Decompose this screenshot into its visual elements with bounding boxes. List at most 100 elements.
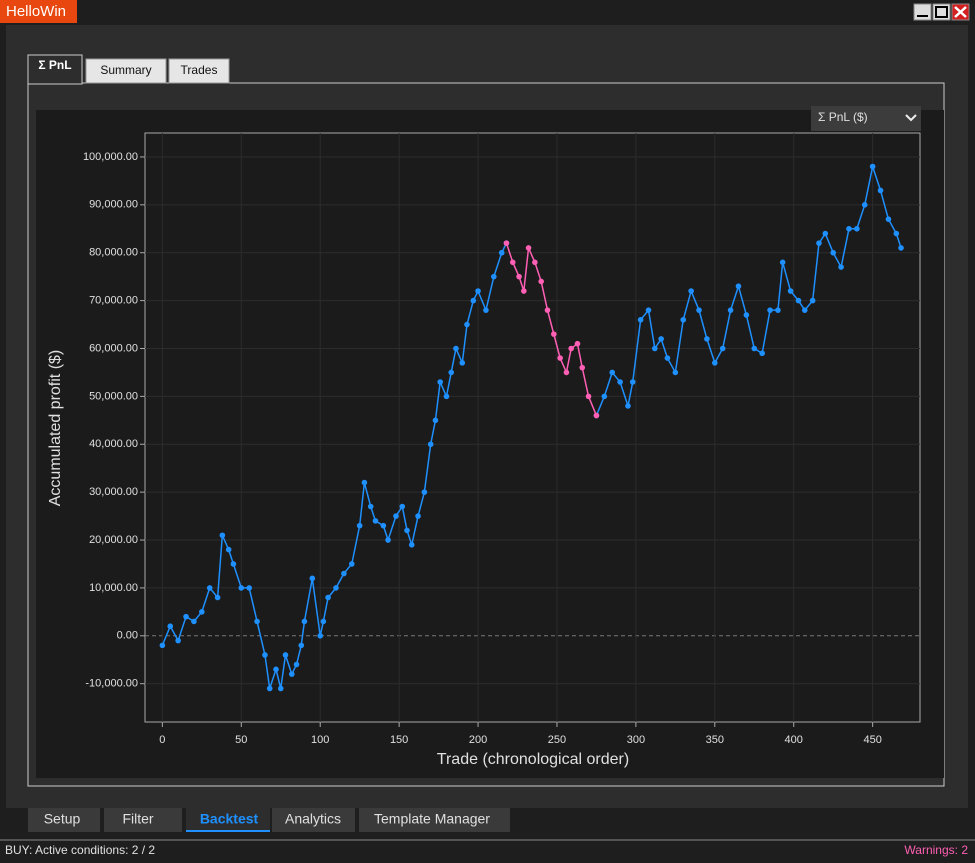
y-axis-title: Accumulated profit ($): [47, 350, 64, 507]
data-point: [563, 369, 570, 376]
tab-label[interactable]: Σ PnL: [38, 58, 71, 72]
data-point: [712, 360, 718, 366]
data-point: [846, 225, 852, 232]
data-point: [183, 613, 189, 620]
tab[interactable]: [85, 58, 167, 84]
data-point: [380, 522, 387, 529]
data-point: [214, 594, 221, 601]
data-point: [609, 369, 616, 376]
y-tick-label: 100,000.00: [83, 151, 138, 163]
data-point: [743, 312, 750, 318]
data-point: [830, 249, 836, 256]
tab-label[interactable]: Trades: [181, 63, 218, 77]
tab-label[interactable]: Summary: [100, 63, 151, 77]
status-left: BUY: Active conditions: 2 / 2: [5, 843, 155, 857]
bottom-tab[interactable]: [28, 808, 100, 832]
x-tick-label: 150: [390, 734, 408, 746]
y-tick-label: 10,000.00: [89, 582, 138, 594]
data-point: [225, 546, 232, 553]
data-point: [167, 623, 174, 630]
data-point: [503, 240, 510, 246]
x-tick-label: 400: [785, 734, 803, 746]
data-point: [593, 412, 600, 419]
data-point: [317, 633, 324, 639]
tab-active[interactable]: [27, 54, 83, 85]
dropdown-label[interactable]: Σ PnL ($): [818, 110, 868, 124]
data-point: [219, 532, 226, 539]
data-point: [273, 666, 279, 673]
bottom-tab[interactable]: [359, 808, 510, 832]
y-tick-label: 90,000.00: [89, 199, 138, 211]
data-point: [282, 652, 289, 658]
data-point: [356, 522, 363, 529]
data-point: [759, 350, 765, 357]
data-point: [779, 259, 786, 266]
data-point: [885, 216, 892, 222]
y-tick-label: 80,000.00: [89, 247, 138, 259]
data-point: [727, 307, 734, 313]
data-point: [277, 685, 284, 692]
data-point: [288, 671, 295, 677]
data-point: [498, 249, 505, 256]
title-box: [0, 0, 77, 23]
data-point: [658, 336, 664, 342]
x-tick-label: 50: [235, 734, 247, 746]
minimize-button[interactable]: [913, 3, 932, 21]
data-point: [629, 379, 636, 385]
bottom-tab-label[interactable]: Backtest: [200, 811, 259, 827]
data-point: [491, 273, 497, 280]
data-point: [266, 685, 273, 692]
y-tick-label: -10,000.00: [85, 678, 138, 690]
x-tick-label: 0: [159, 734, 165, 746]
bottom-tab[interactable]: [104, 808, 182, 832]
bottom-tab-label[interactable]: Setup: [44, 811, 81, 827]
window-title: HelloWin: [6, 3, 66, 20]
y-tick-label: 70,000.00: [89, 295, 138, 307]
data-point: [404, 527, 410, 534]
data-point: [367, 503, 374, 510]
data-point: [509, 259, 516, 266]
data-point: [557, 355, 563, 361]
data-point: [696, 307, 702, 313]
data-point: [637, 316, 644, 323]
bottom-tab-label[interactable]: Filter: [122, 811, 153, 827]
data-point: [199, 609, 205, 615]
data-point: [372, 518, 379, 524]
data-point: [574, 340, 581, 347]
data-point: [822, 230, 829, 237]
data-point: [254, 618, 260, 625]
data-point: [787, 288, 794, 294]
data-point: [399, 503, 406, 510]
data-point: [516, 273, 522, 280]
bottom-tab-label[interactable]: Template Manager: [374, 811, 490, 827]
y-tick-label: 20,000.00: [89, 534, 138, 546]
maximize-icon: [935, 6, 948, 18]
data-point: [525, 245, 532, 251]
data-point: [617, 379, 623, 385]
data-point: [408, 542, 415, 548]
data-point: [262, 652, 268, 658]
x-tick-label: 300: [627, 734, 645, 746]
bottom-tab-label[interactable]: Analytics: [285, 811, 341, 827]
data-point: [230, 561, 237, 567]
tab[interactable]: [168, 58, 230, 84]
data-point: [320, 618, 327, 625]
dropdown[interactable]: [811, 106, 921, 131]
bottom-tab[interactable]: [272, 808, 355, 832]
data-point: [551, 331, 557, 337]
data-point: [483, 307, 489, 313]
bottom-tab-active[interactable]: [186, 808, 270, 832]
data-point: [538, 278, 544, 285]
data-point: [775, 307, 781, 313]
data-point: [246, 585, 252, 591]
data-point: [341, 570, 347, 577]
data-point: [877, 187, 884, 194]
data-point: [672, 369, 679, 376]
series-line: [505, 242, 598, 416]
data-point: [393, 513, 399, 519]
data-point: [838, 264, 844, 270]
x-tick-label: 100: [311, 734, 329, 746]
data-point: [664, 355, 671, 361]
data-point: [464, 321, 470, 328]
